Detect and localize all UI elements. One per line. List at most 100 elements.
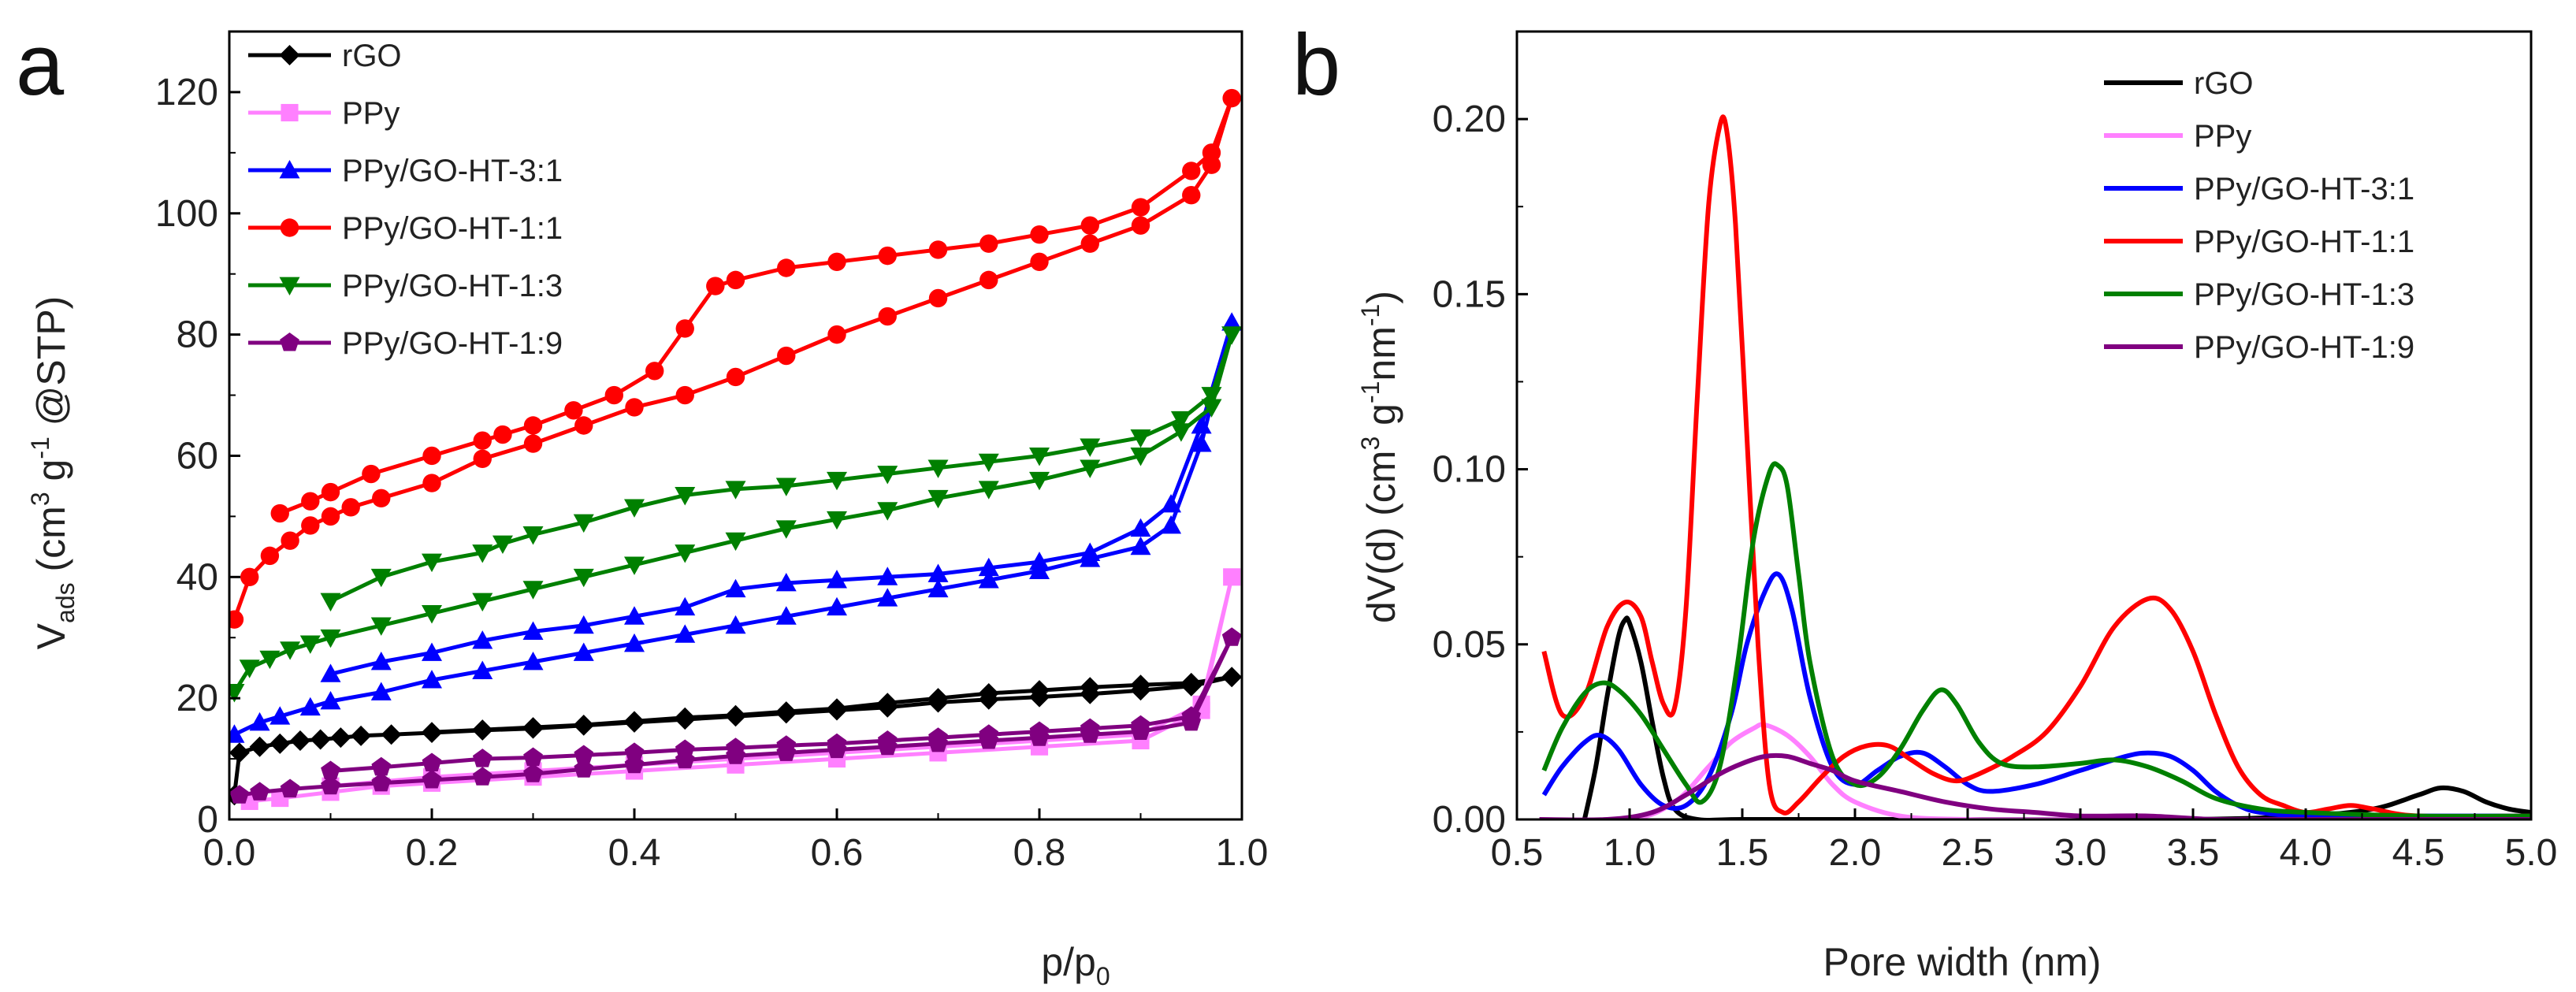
- panel-b-series-ppy-go-ht-3-1: [1541, 571, 2531, 819]
- panel-a-point-ppy-go-ht-1-1: [645, 362, 664, 381]
- panel-a-point-ppy-go-ht-1-3: [229, 684, 245, 703]
- panel-a-point-ppy-go-ht-1-9: [422, 770, 442, 789]
- panel-a-point-rgo: [229, 742, 250, 764]
- panel-b-xtick-label: 5.0: [2505, 832, 2558, 874]
- panel-a-point-ppy-go-ht-1-1: [422, 474, 441, 492]
- panel-a-point-ppy-go-ht-1-9: [472, 749, 493, 767]
- panel-b-series-ppy-go-ht-1-1: [1541, 114, 2531, 819]
- panel-a-point-ppy-go-ht-3-1: [472, 660, 493, 679]
- panel-a-point-ppy-go-ht-3-1: [573, 615, 594, 634]
- panel-a-point-ppy-go-ht-3-1: [1130, 518, 1151, 537]
- panel-a-point-ppy-go-ht-1-1: [473, 431, 492, 450]
- panel-b-label: b: [1292, 17, 1340, 113]
- panel-a-point-rgo: [725, 704, 746, 726]
- panel-a-point-ppy-go-ht-1-3: [927, 489, 949, 509]
- panel-a-ytick-label: 20: [177, 678, 218, 719]
- panel-a-point-rgo: [978, 683, 999, 704]
- panel-a-point-ppy-go-ht-3-1: [827, 596, 847, 616]
- panel-a-point-ppy-go-ht-3-1: [1191, 415, 1212, 434]
- panel-a-point-ppy-go-ht-3-1: [422, 642, 442, 661]
- panel-a-legend-marker: [279, 160, 300, 179]
- panel-a-point-ppy-go-ht-1-1: [928, 240, 948, 259]
- panel-b-legend-label: PPy/GO-HT-1:3: [2194, 277, 2414, 312]
- panel-a-point-ppy-go-ht-1-1: [928, 288, 948, 308]
- panel-b-legend-item-ppy-go-ht-1-3: PPy/GO-HT-1:3: [2104, 277, 2414, 312]
- panel-a-point-ppy-go-ht-1-3: [1201, 387, 1222, 406]
- panel-a-point-ppy-go-ht-1-1: [878, 307, 897, 326]
- panel-a-point-ppy-go-ht-1-9: [250, 782, 269, 801]
- panel-a-point-ppy-go-ht-3-1: [522, 621, 544, 640]
- panel-a-legend-label: PPy/GO-HT-3:1: [342, 154, 563, 188]
- panel-a-point-ppy-go-ht-1-3: [422, 605, 442, 624]
- panel-a-point-ppy-go-ht-1-9: [574, 745, 594, 764]
- panel-a-point-rgo: [1029, 680, 1050, 701]
- panel-a-point-ppy-go-ht-1-1: [523, 416, 543, 435]
- panel-a-point-ppy-go-ht-1-1: [1080, 216, 1099, 235]
- panel-a-point-ppy-go-ht-1-1: [726, 367, 745, 387]
- panel-b-plot-area: [1539, 114, 2531, 819]
- panel-a-plot-area: [229, 88, 1242, 810]
- panel-a-point-ppy-go-ht-1-1: [301, 492, 320, 511]
- panel-a-point-rgo: [1130, 674, 1151, 696]
- panel-a-point-ppy-go-ht-3-1: [1161, 494, 1182, 513]
- panel-a-point-ppy-go-ht-1-1: [1131, 198, 1150, 217]
- panel-a: a 0.0 0.2 0.4 0.6 0.8 1.0 0 20 40 60 80 100 120 p/p0…: [16, 17, 1268, 990]
- panel-a-point-ppy-go-ht-3-1: [877, 567, 898, 585]
- panel-a-point-ppy-go-ht-1-9: [776, 735, 797, 754]
- panel-a-xtick-label: 0.0: [203, 832, 256, 874]
- panel-a-xtick-label: 0.6: [811, 832, 864, 874]
- panel-a-point-ppy-go-ht-1-9: [371, 772, 392, 792]
- panel-a-point-ppy-go-ht-1-3: [1170, 411, 1191, 430]
- panel-b-ytick-label: 0.10: [1433, 449, 1506, 491]
- panel-a-point-ppy-go-ht-3-1: [1130, 536, 1151, 555]
- panel-a-point-ppy-go-ht-3-1: [978, 557, 999, 577]
- panel-a-point-ppy-go-ht-1-3: [573, 514, 594, 533]
- panel-a-point-ppy-go-ht-1-3: [1130, 429, 1151, 448]
- panel-b-xlabel: Pore width (nm): [1823, 940, 2102, 984]
- panel-a-point-ppy-go-ht-1-3: [675, 544, 696, 563]
- panel-b-xtick-label: 1.0: [1604, 832, 1656, 874]
- panel-a-point-rgo: [472, 719, 493, 741]
- panel-b-frame: [1515, 30, 2533, 821]
- panel-a-point-ppy-go-ht-1-9: [574, 759, 594, 778]
- panel-a-point-ppy-go-ht-1-1: [341, 498, 360, 517]
- panel-a-point-ppy-go-ht-1-3: [624, 499, 645, 518]
- panel-b-line-rgo: [1582, 615, 2531, 819]
- panel-a-point-ppy-go-ht-1-1: [878, 246, 897, 266]
- panel-a-point-ppy-go-ht-1-3: [1029, 471, 1050, 491]
- panel-a-point-ppy-go-ht-1-1: [777, 346, 796, 366]
- panel-a-ytick-label: 40: [177, 556, 218, 598]
- panel-a-point-rgo: [351, 725, 372, 746]
- panel-a-point-ppy-go-ht-1-9: [1181, 706, 1202, 725]
- panel-a-point-ppy-go-ht-1-9: [1029, 721, 1050, 740]
- panel-a-point-ppy-go-ht-1-3: [320, 593, 341, 612]
- panel-a-point-ppy-go-ht-1-1: [270, 503, 289, 523]
- panel-a-series-ppy-go-ht-1-3: [229, 326, 1242, 703]
- panel-a-legend-item-ppy-go-ht-1-9: PPy/GO-HT-1:9: [248, 326, 563, 361]
- panel-a-point-ppy-go-ht-3-1: [1161, 515, 1182, 534]
- panel-a-point-ppy-go-ht-1-1: [706, 277, 725, 295]
- panel-b-legend-label: rGO: [2194, 66, 2254, 101]
- panel-a-point-ppy-go-ht-1-9: [229, 785, 250, 804]
- panel-a-point-ppy-go-ht-3-1: [1191, 433, 1212, 452]
- panel-a-point-ppy-go-ht-1-3: [472, 593, 493, 612]
- panel-a-point-ppy-go-ht-1-9: [877, 730, 898, 749]
- panel-a-point-ppy-go-ht-1-3: [259, 650, 281, 670]
- panel-a-point-ppy-go-ht-3-1: [1029, 552, 1050, 570]
- panel-a-point-ppy-go-ht-1-9: [422, 752, 442, 771]
- panel-a-point-ppy-go-ht-1-3: [280, 641, 301, 660]
- panel-a-point-ppy-go-ht-1-3: [299, 635, 321, 654]
- panel-a-point-ppy-go-ht-1-1: [1182, 162, 1201, 180]
- panel-a-point-ppy-go-ht-1-1: [1030, 225, 1049, 244]
- panel-a-point-ppy-go-ht-1-9: [321, 760, 340, 779]
- panel-a-point-ppy-go-ht-3-1: [370, 682, 392, 700]
- panel-a-point-ppy-go-ht-1-9: [280, 778, 300, 798]
- panel-a-point-ppy-go-ht-3-1: [320, 663, 341, 682]
- panel-b-xtick-label: 2.5: [1942, 832, 1994, 874]
- panel-a-legend-label: PPy/GO-HT-1:9: [342, 326, 563, 361]
- panel-a-ytick-label: 120: [155, 72, 218, 113]
- panel-a-point-ppy-go-ht-1-3: [1170, 423, 1191, 442]
- panel-a-point-ppy-go-ht-1-9: [321, 775, 340, 795]
- panel-a-point-ppy-go-ht-1-1: [240, 567, 259, 587]
